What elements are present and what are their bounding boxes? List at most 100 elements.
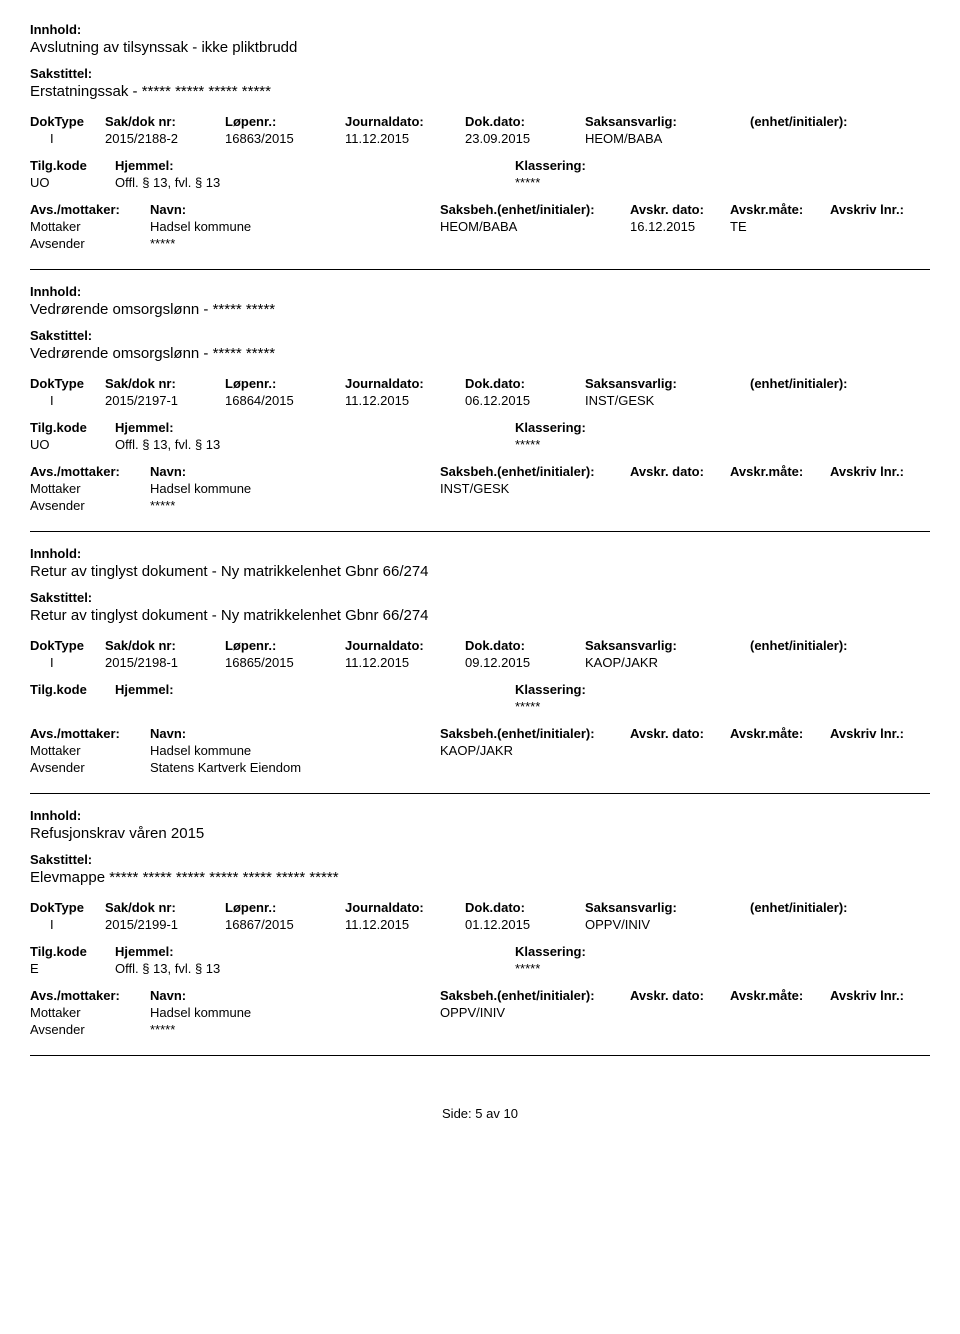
party-avskrdato (630, 1005, 730, 1020)
tilgkode-label: Tilg.kode (30, 944, 115, 959)
page-footer: Side: 5 av 10 (30, 1106, 930, 1121)
tilg-header-row: Tilg.kodeHjemmel:Klassering: (30, 420, 930, 435)
klassering-value: ***** (515, 175, 930, 190)
party-avskrmate (730, 236, 830, 251)
klassering-value: ***** (515, 437, 930, 452)
party-role: Avsender (30, 1022, 150, 1037)
innhold-label: Innhold: (30, 22, 930, 37)
tilg-value-row: UOOffl. § 13, fvl. § 13***** (30, 437, 930, 452)
avskrmate-label: Avskr.måte: (730, 726, 830, 741)
navn-label: Navn: (150, 988, 440, 1003)
footer-total: 10 (504, 1106, 518, 1121)
party-avskrdato: 16.12.2015 (630, 219, 730, 234)
avskrmate-label: Avskr.måte: (730, 464, 830, 479)
party-row: MottakerHadsel kommuneINST/GESK (30, 481, 930, 496)
record-header-row: DokTypeSak/dok nr:Løpenr.:Journaldato:Do… (30, 638, 930, 653)
tilg-value-row: ***** (30, 699, 930, 714)
party-avskrdato (630, 743, 730, 758)
doktype-value: I (30, 131, 105, 146)
party-navn: Hadsel kommune (150, 481, 440, 496)
sakstittel-label: Sakstittel: (30, 66, 930, 81)
party-avskrivlnr (830, 219, 930, 234)
tilgkode-value: UO (30, 175, 115, 190)
party-navn: ***** (150, 498, 440, 513)
journal-record: Innhold:Refusjonskrav våren 2015Sakstitt… (30, 794, 930, 1047)
party-avskrmate (730, 1005, 830, 1020)
avs-header-row: Avs./mottaker:Navn:Saksbeh.(enhet/initia… (30, 464, 930, 479)
col-doktype-label: DokType (30, 114, 105, 129)
party-saksbeh: HEOM/BABA (440, 219, 630, 234)
tilg-header-row: Tilg.kodeHjemmel:Klassering: (30, 944, 930, 959)
col-doktype-label: DokType (30, 900, 105, 915)
party-role: Mottaker (30, 481, 150, 496)
record-header-row: DokTypeSak/dok nr:Løpenr.:Journaldato:Do… (30, 114, 930, 129)
col-saknr-label: Sak/dok nr: (105, 114, 225, 129)
tilgkode-value: E (30, 961, 115, 976)
tilg-header-row: Tilg.kodeHjemmel:Klassering: (30, 682, 930, 697)
enhet-value (750, 917, 930, 932)
party-avskrdato (630, 760, 730, 775)
tilg-value-row: EOffl. § 13, fvl. § 13***** (30, 961, 930, 976)
col-doktype-label: DokType (30, 638, 105, 653)
klassering-label: Klassering: (515, 158, 930, 173)
col-journaldato-label: Journaldato: (345, 638, 465, 653)
innhold-label: Innhold: (30, 546, 930, 561)
sakstittel-value: Erstatningssak - ***** ***** ***** ***** (30, 83, 930, 100)
party-avskrivlnr (830, 236, 930, 251)
party-saksbeh (440, 1022, 630, 1037)
avskrivlnr-label: Avskriv lnr.: (830, 988, 930, 1003)
avs-header-row: Avs./mottaker:Navn:Saksbeh.(enhet/initia… (30, 202, 930, 217)
party-avskrdato (630, 481, 730, 496)
party-navn: Hadsel kommune (150, 1005, 440, 1020)
journaldato-value: 11.12.2015 (345, 393, 465, 408)
party-avskrivlnr (830, 743, 930, 758)
party-avskrdato (630, 1022, 730, 1037)
col-enhet-label: (enhet/initialer): (750, 376, 930, 391)
avs-header-row: Avs./mottaker:Navn:Saksbeh.(enhet/initia… (30, 988, 930, 1003)
klassering-value: ***** (515, 961, 930, 976)
party-avskrivlnr (830, 1022, 930, 1037)
record-divider (30, 1055, 930, 1056)
party-row: AvsenderStatens Kartverk Eiendom (30, 760, 930, 775)
party-role: Avsender (30, 236, 150, 251)
navn-label: Navn: (150, 464, 440, 479)
party-row: MottakerHadsel kommuneKAOP/JAKR (30, 743, 930, 758)
avs-header-row: Avs./mottaker:Navn:Saksbeh.(enhet/initia… (30, 726, 930, 741)
tilg-value-row: UOOffl. § 13, fvl. § 13***** (30, 175, 930, 190)
dokdato-value: 09.12.2015 (465, 655, 585, 670)
dokdato-value: 01.12.2015 (465, 917, 585, 932)
sakstittel-label: Sakstittel: (30, 852, 930, 867)
party-role: Avsender (30, 760, 150, 775)
avskrivlnr-label: Avskriv lnr.: (830, 464, 930, 479)
doktype-value: I (30, 393, 105, 408)
party-navn: Hadsel kommune (150, 743, 440, 758)
party-saksbeh (440, 498, 630, 513)
lopenr-value: 16863/2015 (225, 131, 345, 146)
avskrdato-label: Avskr. dato: (630, 988, 730, 1003)
innhold-value: Avslutning av tilsynssak - ikke pliktbru… (30, 39, 930, 56)
party-navn: ***** (150, 1022, 440, 1037)
enhet-value (750, 131, 930, 146)
col-enhet-label: (enhet/initialer): (750, 900, 930, 915)
col-dokdato-label: Dok.dato: (465, 114, 585, 129)
hjemmel-value: Offl. § 13, fvl. § 13 (115, 175, 515, 190)
col-lopenr-label: Løpenr.: (225, 638, 345, 653)
saksansvarlig-value: KAOP/JAKR (585, 655, 750, 670)
col-saknr-label: Sak/dok nr: (105, 900, 225, 915)
saksansvarlig-value: OPPV/INIV (585, 917, 750, 932)
col-saknr-label: Sak/dok nr: (105, 376, 225, 391)
journaldato-value: 11.12.2015 (345, 917, 465, 932)
klassering-label: Klassering: (515, 420, 930, 435)
hjemmel-value: Offl. § 13, fvl. § 13 (115, 437, 515, 452)
sakstittel-value: Elevmappe ***** ***** ***** ***** ***** … (30, 869, 930, 886)
navn-label: Navn: (150, 202, 440, 217)
party-saksbeh (440, 760, 630, 775)
col-lopenr-label: Løpenr.: (225, 900, 345, 915)
col-dokdato-label: Dok.dato: (465, 900, 585, 915)
record-value-row: I2015/2188-216863/201511.12.201523.09.20… (30, 131, 930, 146)
col-dokdato-label: Dok.dato: (465, 376, 585, 391)
klassering-label: Klassering: (515, 944, 930, 959)
record-header-row: DokTypeSak/dok nr:Løpenr.:Journaldato:Do… (30, 900, 930, 915)
party-navn: Statens Kartverk Eiendom (150, 760, 440, 775)
hjemmel-value (115, 699, 515, 714)
